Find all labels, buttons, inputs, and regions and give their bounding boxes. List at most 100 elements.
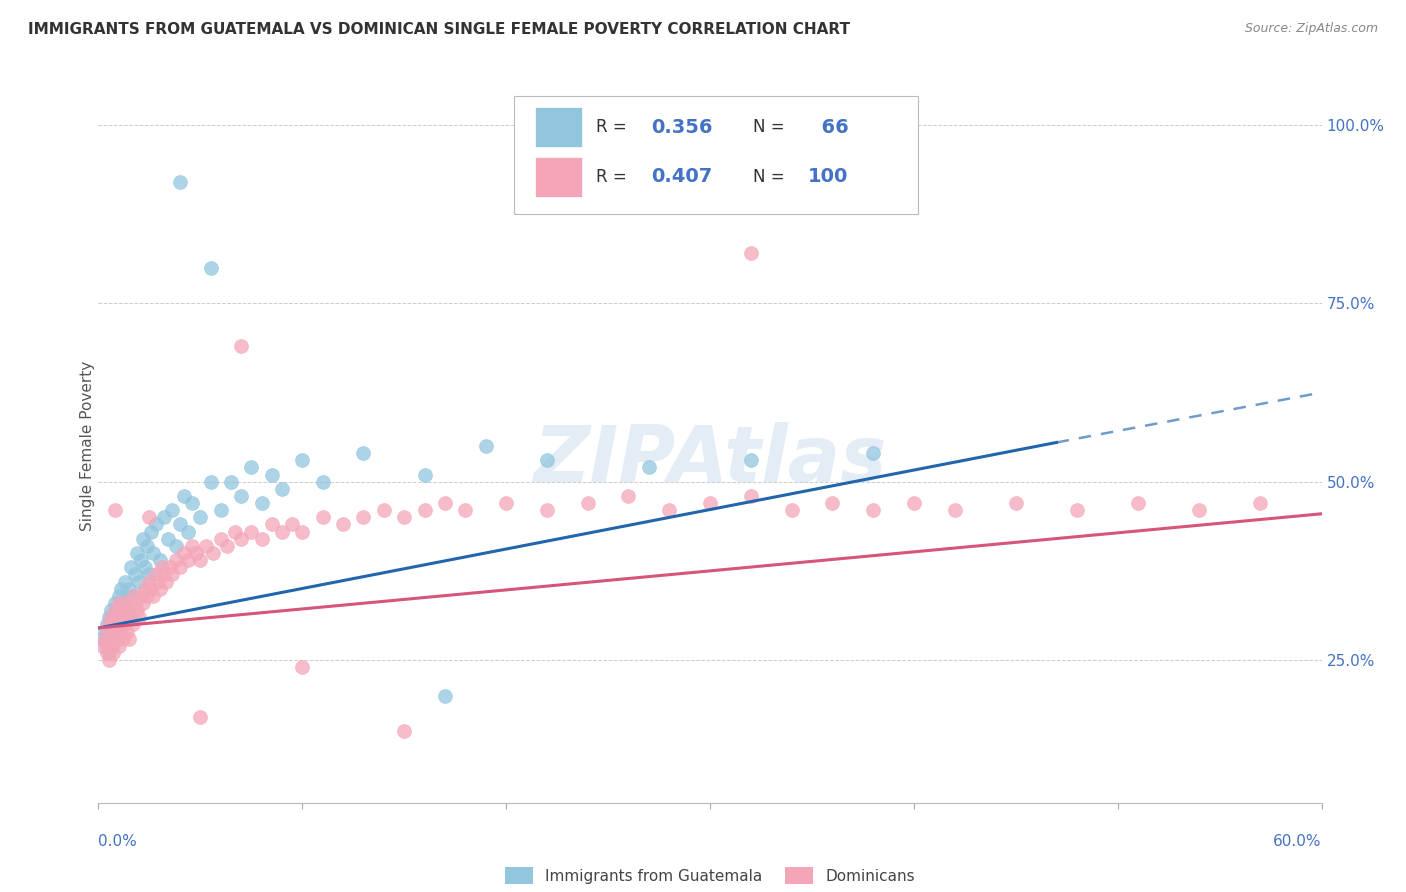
Point	[165, 553, 187, 567]
Point	[740, 489, 762, 503]
Point	[122, 617, 145, 632]
Point	[231, 489, 253, 503]
Point	[617, 489, 640, 503]
Point	[270, 482, 294, 496]
Point	[413, 467, 436, 482]
Point	[260, 467, 283, 482]
Point	[177, 553, 200, 567]
Point	[943, 503, 966, 517]
Point	[114, 574, 136, 589]
Point	[576, 496, 599, 510]
Point	[145, 517, 167, 532]
Point	[173, 546, 195, 560]
Point	[128, 610, 150, 624]
Point	[91, 639, 114, 653]
Point	[104, 624, 127, 639]
Point	[101, 610, 124, 624]
Bar	[536, 157, 582, 196]
Point	[97, 632, 120, 646]
Point	[146, 574, 169, 589]
Point	[138, 567, 160, 582]
Point	[200, 475, 222, 489]
Point	[209, 532, 232, 546]
Point	[1128, 496, 1150, 510]
Point	[1188, 503, 1211, 517]
Text: IMMIGRANTS FROM GUATEMALA VS DOMINICAN SINGLE FEMALE POVERTY CORRELATION CHART: IMMIGRANTS FROM GUATEMALA VS DOMINICAN S…	[28, 22, 851, 37]
Point	[474, 439, 498, 453]
Point	[312, 510, 335, 524]
Point	[149, 582, 172, 596]
Point	[138, 510, 160, 524]
Point	[104, 617, 127, 632]
Point	[149, 553, 172, 567]
Point	[138, 574, 160, 589]
Point	[536, 503, 558, 517]
Text: 0.356: 0.356	[651, 118, 713, 136]
Point	[93, 624, 115, 639]
Point	[100, 632, 122, 646]
Point	[312, 475, 335, 489]
Text: R =: R =	[596, 118, 633, 136]
Point	[101, 632, 124, 646]
Point	[240, 460, 263, 475]
Point	[699, 496, 721, 510]
Point	[231, 339, 253, 353]
Point	[215, 539, 238, 553]
Point	[97, 646, 120, 660]
Point	[97, 653, 120, 667]
Point	[152, 567, 174, 582]
Point	[100, 624, 122, 639]
Point	[105, 624, 128, 639]
Point	[177, 524, 200, 539]
Point	[434, 496, 457, 510]
Point	[188, 710, 212, 724]
Point	[352, 446, 374, 460]
Point	[495, 496, 517, 510]
Point	[110, 582, 132, 596]
Point	[160, 503, 183, 517]
Point	[111, 632, 134, 646]
Point	[124, 596, 146, 610]
Legend: Immigrants from Guatemala, Dominicans: Immigrants from Guatemala, Dominicans	[505, 867, 915, 884]
Point	[111, 610, 134, 624]
Point	[250, 496, 273, 510]
Point	[110, 624, 132, 639]
Point	[658, 503, 681, 517]
Point	[115, 624, 138, 639]
Point	[186, 546, 208, 560]
Point	[136, 539, 159, 553]
Point	[93, 632, 115, 646]
Point	[100, 610, 122, 624]
Point	[91, 632, 114, 646]
Point	[181, 539, 204, 553]
Point	[392, 724, 416, 739]
Point	[100, 603, 122, 617]
Point	[129, 589, 152, 603]
Point	[97, 617, 120, 632]
Point	[240, 524, 263, 539]
Point	[169, 175, 191, 189]
Point	[195, 539, 218, 553]
Point	[101, 639, 124, 653]
Point	[454, 503, 477, 517]
Point	[108, 589, 131, 603]
Point	[281, 517, 304, 532]
Text: 0.407: 0.407	[651, 168, 713, 186]
Point	[141, 582, 163, 596]
Point	[134, 582, 156, 596]
Point	[1004, 496, 1026, 510]
Point	[110, 617, 132, 632]
Point	[97, 610, 120, 624]
Point	[169, 517, 191, 532]
Point	[159, 560, 181, 574]
Point	[291, 453, 314, 467]
Point	[129, 553, 152, 567]
Text: 0.0%: 0.0%	[98, 834, 138, 849]
Point	[291, 660, 314, 674]
Point	[118, 603, 141, 617]
Point	[141, 524, 163, 539]
Point	[104, 503, 127, 517]
Text: 60.0%: 60.0%	[1274, 834, 1322, 849]
Point	[108, 639, 131, 653]
Point	[291, 524, 314, 539]
